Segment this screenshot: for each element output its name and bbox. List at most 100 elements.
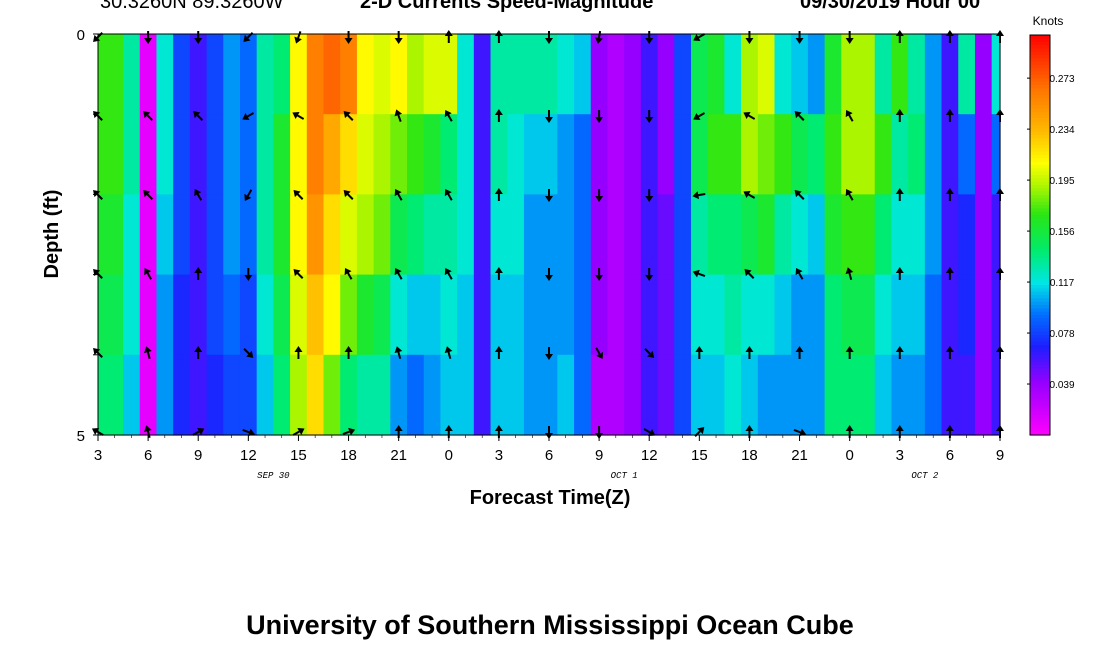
colorbar-segment [1030, 338, 1050, 343]
heatmap-cell [356, 34, 375, 115]
current-direction-arrow [643, 428, 656, 436]
x-tick-label: 9 [996, 447, 1004, 464]
heatmap-cell [874, 194, 893, 276]
current-direction-arrow [494, 267, 503, 280]
current-direction-arrow [243, 32, 254, 42]
colorbar-segment [1030, 301, 1050, 306]
heatmap-cell [239, 34, 258, 115]
heatmap-cell [290, 274, 308, 356]
colorbar-tick-label: 0.234 [1049, 125, 1074, 136]
heatmap-cell [306, 354, 325, 436]
colorbar-segment [1030, 411, 1050, 416]
current-direction-arrow [243, 348, 254, 358]
current-direction-arrow [143, 425, 152, 439]
arrow-head [895, 30, 904, 36]
current-direction-arrow [293, 269, 304, 279]
colorbar-segment [1030, 408, 1050, 413]
colorbar-segment [1030, 358, 1050, 363]
heatmap-cell [557, 354, 575, 436]
heatmap-cell [239, 114, 258, 195]
colorbar-segment [1030, 55, 1050, 59]
arrow-head [945, 425, 954, 431]
current-direction-arrow [394, 267, 403, 280]
colorbar-segment [1030, 218, 1050, 223]
arrow-head [595, 196, 604, 202]
arrow-head [799, 428, 807, 437]
heatmap-cell [557, 34, 575, 115]
colorbar-segment [1030, 325, 1050, 329]
colorbar-segment [1030, 288, 1050, 293]
colorbar-segment [1030, 155, 1050, 159]
current-direction-arrow [143, 346, 152, 360]
heatmap-cell [690, 274, 709, 356]
current-direction-arrow [595, 110, 604, 123]
heatmap-cell [256, 194, 274, 276]
heatmap-cell [824, 114, 842, 195]
heatmap-cell [874, 34, 893, 115]
arrow-head [647, 350, 655, 358]
x-tick-label: 21 [390, 447, 407, 464]
colorbar-segment [1030, 365, 1050, 369]
heatmap-cell [206, 274, 224, 356]
arrow-head [895, 188, 904, 194]
heatmap-cell [590, 194, 609, 276]
arrow-head [294, 346, 303, 352]
heatmap-cell [373, 114, 391, 195]
heatmap-cell [273, 274, 291, 356]
heatmap-cell [457, 114, 475, 195]
colorbar-segment [1030, 335, 1050, 339]
heatmap-cell [223, 34, 241, 115]
heatmap-cell [340, 194, 358, 276]
current-direction-arrow [945, 109, 954, 122]
heatmap-cell [924, 274, 943, 356]
heatmap-cell [407, 34, 425, 115]
heatmap-cell [690, 354, 709, 436]
arrow-head [945, 267, 954, 273]
colorbar-segment [1030, 168, 1050, 173]
x-tick-label: 12 [641, 447, 658, 464]
heatmap-cell [557, 194, 575, 276]
heatmap-cell [991, 274, 1001, 356]
heatmap-cell [724, 194, 742, 276]
colorbar-segment [1030, 315, 1050, 319]
current-direction-arrow [743, 191, 756, 199]
colorbar-segment [1030, 331, 1050, 336]
arrow-head [645, 196, 654, 202]
heatmap-cell [590, 354, 609, 436]
current-direction-arrow [194, 267, 203, 280]
arrow-head [794, 190, 802, 198]
colorbar-segment [1030, 111, 1050, 116]
arrow-head [143, 346, 152, 354]
heatmap-cell [490, 194, 508, 276]
chart-title: 2-D Currents Speed-Magnitude [360, 0, 654, 13]
heatmap-cell [791, 274, 809, 356]
colorbar-segment [1030, 305, 1050, 309]
colorbar-tick-label: 0.156 [1049, 227, 1074, 238]
colorbar-segment [1030, 311, 1050, 316]
heatmap-cell [991, 34, 1001, 115]
current-direction-arrow [494, 346, 503, 359]
heatmap-cell [156, 354, 174, 436]
heatmap-cell [824, 34, 842, 115]
colorbar-segment [1030, 141, 1050, 146]
heatmap-cell [757, 34, 776, 115]
arrow-head [795, 267, 803, 276]
arrow-head [93, 348, 101, 356]
arrow-head [193, 111, 201, 119]
heatmap-cell [607, 114, 625, 195]
heatmap-cell [991, 114, 1001, 195]
heatmap-cell [974, 34, 993, 115]
current-direction-arrow [444, 346, 453, 360]
heatmap-cell [123, 194, 141, 276]
heatmap-cell [407, 274, 425, 356]
heatmap-cell [924, 34, 943, 115]
colorbar-segment [1030, 131, 1050, 136]
heatmap-cell [674, 114, 692, 195]
colorbar-segment [1030, 51, 1050, 56]
heatmap-cell [607, 194, 625, 276]
colorbar-segment [1030, 405, 1050, 409]
arrow-head [194, 38, 203, 44]
heatmap-cell [674, 354, 692, 436]
heatmap-cell [239, 354, 258, 436]
colorbar-segment [1030, 391, 1050, 396]
